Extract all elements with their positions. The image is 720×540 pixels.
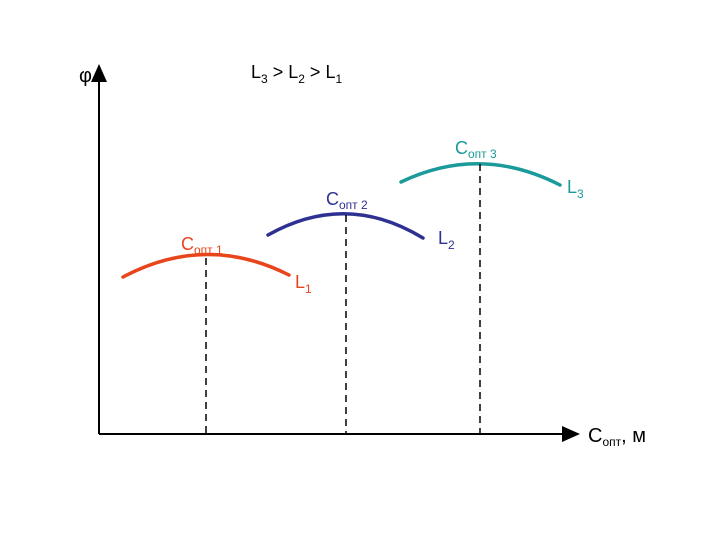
x-axis-label-main: C: [588, 425, 602, 447]
heading-l2-sub: 2: [298, 72, 305, 86]
curve-1-peak-label: Cопт 1: [181, 234, 223, 257]
curve-2-end-label: L2: [438, 228, 455, 252]
curve-1-path: [121, 252, 291, 279]
curve-2-path: [266, 212, 425, 240]
x-axis-label-sub: опт: [602, 435, 621, 449]
x-axis-label-unit: , м: [621, 425, 646, 447]
curve-2-peak-label-sub: опт 2: [339, 198, 368, 212]
x-axis-label: Cопт, м: [588, 425, 646, 449]
curve-2-end-label-main: L: [438, 228, 448, 248]
y-axis-label: φ: [79, 65, 92, 87]
curve-1-end-label-main: L: [295, 272, 305, 292]
heading-inequality: L3 > L2 > L1: [251, 62, 342, 86]
curve-3-peak-label-main: C: [455, 138, 468, 158]
heading-l2: L: [288, 62, 298, 82]
curve-1-end-label-sub: 1: [305, 282, 312, 296]
curve-2-end-label-sub: 2: [448, 238, 455, 252]
curve-3-end-label-main: L: [567, 177, 577, 197]
curve-2-peak-label: Cопт 2: [326, 189, 368, 212]
heading-l3-sub: 3: [261, 72, 268, 86]
curve-1-end-label: L1: [295, 272, 312, 296]
curve-3-end-label: L3: [567, 177, 584, 201]
heading-gt-1: >: [268, 62, 289, 82]
curve-3-path: [399, 162, 562, 187]
curve-2-peak-label-main: C: [326, 189, 339, 209]
heading-l1: L: [325, 62, 335, 82]
heading-l1-sub: 1: [335, 72, 342, 86]
curve-1-peak-label-sub: опт 1: [194, 243, 223, 257]
curve-3-peak-label-sub: опт 3: [468, 147, 497, 161]
curve-1-peak-label-main: C: [181, 234, 194, 254]
curve-3-peak-label: Cопт 3: [455, 138, 497, 161]
heading-l3: L: [251, 62, 261, 82]
curve-3-end-label-sub: 3: [577, 187, 584, 201]
heading-gt-2: >: [305, 62, 326, 82]
